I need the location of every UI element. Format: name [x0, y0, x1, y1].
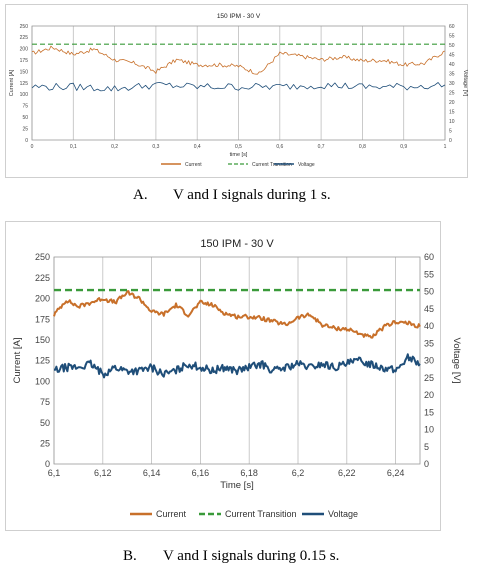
- chart-b-y-right-tick-label: 35: [424, 338, 434, 348]
- chart-a-y-right-tick-label: 5: [449, 128, 452, 134]
- chart-a-x-tick-label: 1: [444, 144, 447, 150]
- chart-a-y-right-tick-label: 20: [449, 100, 455, 106]
- chart-b-y-left-tick-label: 175: [35, 314, 50, 324]
- chart-b-x-tick-label: 6,22: [338, 468, 356, 478]
- chart-b-x-tick-label: 6,24: [387, 468, 405, 478]
- chart-b-x-axis-label: Time [s]: [220, 480, 253, 491]
- chart-b-series-voltage-line: [54, 353, 421, 379]
- chart-b-y-right-tick-label: 20: [424, 390, 434, 400]
- chart-a-title: 150 IPM - 30 V: [217, 13, 261, 20]
- chart-a-panel: 0 0,1 0,2 0,3 0,4 0,5 0,6 0,7 0,8 0,9 1 0 25 50 75 100 1…: [5, 4, 468, 178]
- chart-a-series-current-line: [31, 45, 446, 75]
- chart-b-y-left-tick-label: 75: [40, 397, 50, 407]
- caption-b-letter: B.: [123, 548, 137, 564]
- chart-a-legend-label: Current Transition: [252, 162, 292, 168]
- chart-a-x-axis-label: time [s]: [230, 152, 248, 158]
- chart-a-plot-frame: [31, 25, 446, 141]
- chart-a-y-left-tick-label: 50: [22, 115, 28, 121]
- chart-a-x-tick-label: 0,8: [359, 144, 366, 150]
- chart-a-y-left-tick-label: 150: [20, 69, 29, 75]
- chart-b-y-left-axis-label: Current [A]: [12, 338, 23, 384]
- caption-a: A. V and I signals during 1 s.: [133, 187, 331, 204]
- chart-b-y-left-tick-label: 25: [40, 438, 50, 448]
- chart-b-panel: 6,1 6,12 6,14 6,16 6,18 6,2 6,22 6,24 0 25 50 75 100…: [5, 221, 462, 531]
- chart-b-legend-label: Current: [156, 509, 187, 519]
- chart-b-x-tick-label: 6,14: [143, 468, 161, 478]
- chart-a-y-right-tick-label: 25: [449, 90, 455, 96]
- chart-a-y-left-tick-label: 0: [25, 138, 28, 144]
- chart-b-y-right-tick-label: 40: [424, 321, 434, 331]
- chart-a-y-left-tick-label: 200: [20, 47, 29, 53]
- chart-a-y-right-tick-label: 10: [449, 119, 455, 125]
- caption-a-letter: A.: [133, 187, 148, 203]
- chart-a-x-tick-label: 0,9: [400, 144, 407, 150]
- chart-a-x-tick-label: 0,5: [235, 144, 242, 150]
- chart-b-plot-frame: [53, 256, 421, 465]
- chart-a-y-right-tick-label: 55: [449, 33, 455, 39]
- chart-a-y-right-tick-label: 35: [449, 71, 455, 77]
- chart-b-y-right-tick-label: 5: [424, 442, 429, 452]
- chart-a-y-right-axis-label: Voltage [V]: [462, 70, 468, 97]
- chart-a-y-left-axis-label: Current [A]: [9, 69, 15, 96]
- caption-b-text: V and I signals during 0.15 s.: [163, 548, 340, 564]
- chart-b-legend-label: Voltage: [328, 509, 358, 519]
- chart-b-legend-label: Current Transition: [225, 509, 297, 519]
- chart-b-x-tick-label: 6,12: [94, 468, 112, 478]
- chart-b-y-right-tick-label: 15: [424, 407, 434, 417]
- chart-b-x-tick-label: 6,18: [240, 468, 258, 478]
- chart-b-y-right-tick-label: 25: [424, 373, 434, 383]
- caption-a-text: V and I signals during 1 s.: [173, 187, 331, 203]
- chart-a-y-left-tick-label: 75: [22, 104, 28, 110]
- chart-a-legend-label: Current: [185, 162, 202, 168]
- chart-b-y-left-tick-label: 125: [35, 356, 50, 366]
- chart-a-x-tick-label: 0,6: [276, 144, 283, 150]
- chart-a-y-left-tick-label: 250: [20, 24, 29, 30]
- chart-b-y-right-tick-label: 30: [424, 356, 434, 366]
- chart-a-y-left-tick-label: 100: [20, 92, 29, 98]
- chart-b-y-left-tick-label: 250: [35, 252, 50, 262]
- chart-b-title: 150 IPM - 30 V: [200, 238, 274, 250]
- chart-a-series-voltage-line: [31, 82, 446, 92]
- chart-a-y-left-tick-label: 225: [20, 35, 29, 41]
- chart-a-x-tick-label: 0,4: [194, 144, 201, 150]
- chart-b-y-left-tick-label: 50: [40, 418, 50, 428]
- chart-b-x-tick-label: 6,1: [48, 468, 61, 478]
- chart-a-y-left-tick-label: 125: [20, 81, 29, 87]
- chart-a-y-right-tick-label: 60: [449, 24, 455, 30]
- chart-b-y-left-tick-label: 150: [35, 335, 50, 345]
- chart-a-y-right-tick-label: 0: [449, 138, 452, 144]
- chart-a-y-right-tick-label: 50: [449, 43, 455, 49]
- chart-a-y-left-tick-label: 175: [20, 58, 29, 64]
- chart-b-svg: 6,1 6,12 6,14 6,16 6,18 6,2 6,22 6,240255075100…: [12, 238, 462, 519]
- chart-a-svg: 0 0,1 0,2 0,3 0,4 0,5 0,6 0,7 0,8 0,9 102550751001…: [9, 13, 468, 168]
- chart-b-x-tick-label: 6,16: [192, 468, 210, 478]
- chart-b-y-right-tick-label: 60: [424, 252, 434, 262]
- chart-a-legend-label: Voltage: [298, 162, 315, 168]
- chart-a-y-right-tick-label: 30: [449, 81, 455, 87]
- chart-b-x-tick-label: 6,2: [292, 468, 305, 478]
- chart-a-x-tick-label: 0,2: [111, 144, 118, 150]
- chart-a-x-tick-label: 0: [31, 144, 34, 150]
- chart-a-y-right-tick-label: 40: [449, 62, 455, 68]
- chart-a-y-right-tick-label: 45: [449, 52, 455, 58]
- chart-a-x-tick-label: 0,3: [152, 144, 159, 150]
- caption-b: B. V and I signals during 0.15 s.: [123, 548, 339, 565]
- chart-a-x-tick-label: 0,7: [318, 144, 325, 150]
- chart-b-y-right-tick-label: 50: [424, 287, 434, 297]
- chart-a-y-left-tick-label: 25: [22, 126, 28, 132]
- chart-b-series-current-line: [53, 290, 421, 339]
- chart-b-y-right-tick-label: 55: [424, 269, 434, 279]
- chart-b-y-left-tick-label: 0: [45, 459, 50, 469]
- chart-b-y-left-tick-label: 200: [35, 294, 50, 304]
- chart-b-y-right-tick-label: 45: [424, 304, 434, 314]
- chart-a-x-tick-label: 0,1: [70, 144, 77, 150]
- chart-a-y-right-tick-label: 15: [449, 109, 455, 115]
- chart-b-y-right-tick-label: 0: [424, 459, 429, 469]
- chart-b-y-right-tick-label: 10: [424, 425, 434, 435]
- chart-b-y-right-axis-label: Voltage [V]: [451, 338, 462, 384]
- chart-b-y-left-tick-label: 100: [35, 376, 50, 386]
- chart-b-y-left-tick-label: 225: [35, 273, 50, 283]
